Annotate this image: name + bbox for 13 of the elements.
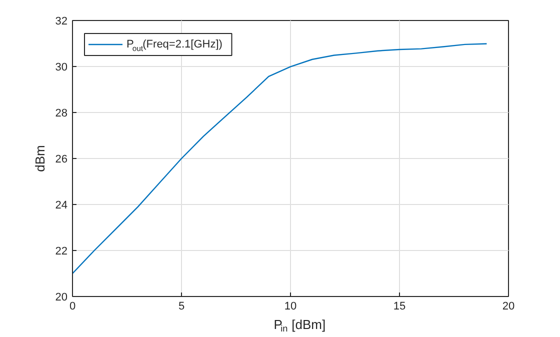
y-tick-label: 20 — [55, 292, 68, 304]
y-tick-label: 30 — [55, 62, 68, 74]
x-tick-label: 10 — [284, 300, 297, 312]
x-tick-label: 15 — [393, 300, 406, 312]
y-tick-label: 26 — [55, 154, 68, 166]
x-tick-label: 20 — [502, 300, 515, 312]
x-tick-label: 5 — [178, 300, 185, 312]
y-axis-title: dBm — [32, 145, 48, 172]
y-tick-label: 28 — [55, 108, 68, 120]
y-tick-label: 24 — [55, 200, 68, 212]
y-tick-label: 32 — [55, 16, 68, 28]
y-tick-label: 22 — [55, 246, 68, 258]
x-tick-label: 0 — [69, 300, 76, 312]
